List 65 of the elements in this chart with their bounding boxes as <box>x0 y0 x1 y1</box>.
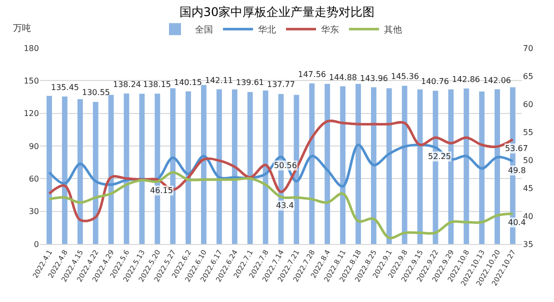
chart-title: 国内30家中厚板企业产量走势对比图 <box>179 4 375 19</box>
bar <box>464 88 470 244</box>
bar <box>324 84 330 244</box>
data-label: 137.77 <box>267 80 295 89</box>
y-axis-title: 万吨 <box>13 23 31 34</box>
bar <box>370 87 376 244</box>
data-label: 53.67 <box>505 144 528 153</box>
y-tick-label: 120 <box>24 109 39 118</box>
data-label: 138.15 <box>143 80 171 89</box>
data-label: 46.15 <box>150 186 173 195</box>
data-label: 147.56 <box>298 70 326 79</box>
data-label: 49.8 <box>508 166 526 175</box>
y2-tick-label: 65 <box>523 72 534 81</box>
y-tick-label: 180 <box>24 44 39 53</box>
data-label: 52.25 <box>428 152 451 161</box>
bar <box>201 85 206 244</box>
legend-label: 华北 <box>258 24 276 36</box>
y-tick-label: 60 <box>28 174 39 184</box>
bar <box>402 86 408 244</box>
bar <box>247 92 253 244</box>
data-label: 142.11 <box>205 76 233 85</box>
bar <box>92 102 98 244</box>
y-tick-label: 30 <box>28 207 39 216</box>
bar <box>77 99 83 244</box>
y2-tick-label: 70 <box>523 44 534 53</box>
y-tick-label: 90 <box>28 142 39 151</box>
bar <box>108 94 114 244</box>
bar <box>232 89 238 244</box>
legend-label: 其他 <box>384 24 402 36</box>
y2-tick-label: 60 <box>523 100 534 109</box>
bar <box>139 94 145 244</box>
y2-tick-label: 40 <box>523 212 534 221</box>
bar <box>309 83 315 244</box>
data-label: 140.76 <box>421 77 449 86</box>
data-label: 140.15 <box>174 78 202 87</box>
bar <box>216 89 222 244</box>
bar <box>494 89 500 244</box>
data-label: 43.4 <box>276 201 294 210</box>
data-label: 50.56 <box>274 161 297 170</box>
data-label: 40.4 <box>508 218 526 227</box>
y-tick-label: 150 <box>24 76 39 86</box>
bar <box>262 90 268 244</box>
legend-label: 全国 <box>195 24 213 36</box>
y2-tick-label: 45 <box>523 184 534 193</box>
y2-tick-label: 35 <box>523 240 534 249</box>
data-label: 144.88 <box>329 73 357 82</box>
bar <box>186 91 192 244</box>
bar <box>386 88 392 244</box>
data-label: 142.86 <box>452 75 480 84</box>
bar <box>340 86 346 244</box>
data-label: 130.55 <box>82 88 110 97</box>
y2-tick-label: 50 <box>523 156 534 165</box>
bar <box>62 96 68 244</box>
data-label: 143.96 <box>360 74 388 83</box>
y2-tick-label: 55 <box>523 128 534 137</box>
data-label: 138.24 <box>113 80 141 89</box>
data-label: 135.45 <box>51 83 79 92</box>
data-label: 142.06 <box>483 76 511 85</box>
legend-label: 华东 <box>321 24 339 36</box>
data-label: 145.36 <box>391 72 419 81</box>
bar <box>479 92 485 244</box>
y-tick-label: 0 <box>34 240 39 249</box>
data-label: 139.61 <box>236 78 264 87</box>
bar <box>356 84 361 244</box>
bar <box>46 96 52 244</box>
